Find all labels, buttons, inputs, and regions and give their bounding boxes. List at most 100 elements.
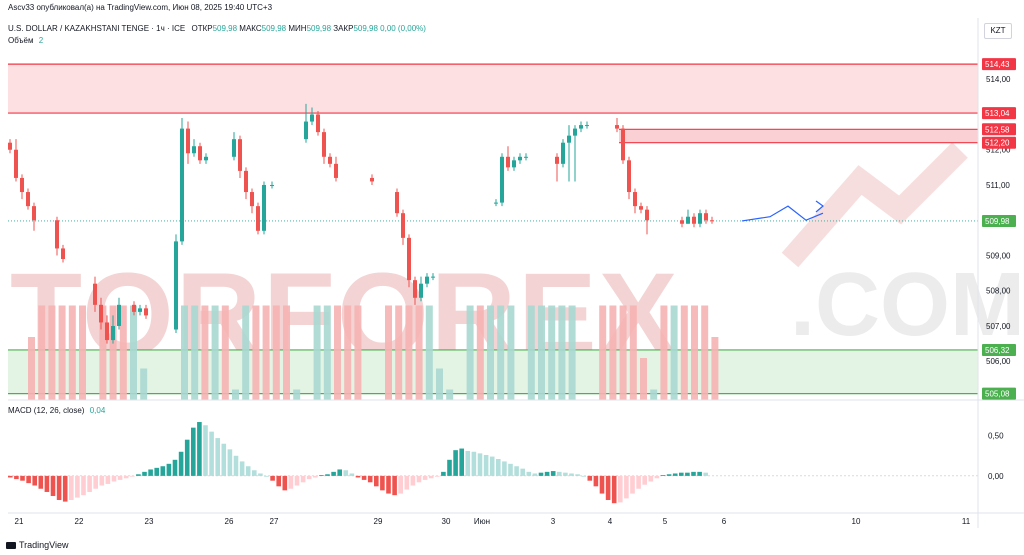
x-tick-label: 22 — [75, 517, 84, 526]
macd-bar — [87, 475, 92, 492]
volume-bar — [599, 305, 607, 400]
macd-bar — [575, 474, 580, 476]
symbol-title[interactable]: U.S. DOLLAR / KAZAKHSTANI TENGE · 1ч · I… — [8, 24, 426, 33]
macd-bar — [697, 471, 702, 476]
macd-bar — [538, 472, 544, 476]
candle-body — [14, 149, 18, 178]
volume-bar — [711, 337, 719, 400]
ohlc-high-label: МАКС — [239, 24, 262, 33]
volume-bar — [680, 305, 688, 400]
macd-bar — [38, 475, 44, 489]
volume-bar — [354, 305, 362, 400]
level-tag-label: 514,43 — [985, 60, 1010, 69]
y-tick-label: 511,00 — [986, 181, 1010, 190]
level-tag-label: 512,20 — [985, 139, 1010, 148]
candle-body — [316, 114, 320, 133]
candle-body — [99, 304, 103, 323]
macd-bar — [392, 475, 397, 496]
candle-body — [401, 213, 405, 238]
volume-bar — [242, 305, 250, 400]
volume-bar — [181, 305, 188, 400]
volume-bar — [415, 305, 423, 400]
resistance-zone-small — [619, 129, 978, 143]
macd-legend[interactable]: MACD (12, 26, close) 0,04 — [8, 406, 105, 415]
candle-body — [425, 276, 429, 284]
macd-bar — [380, 475, 385, 491]
macd-bar — [99, 475, 105, 486]
level-tag-label: 513,04 — [985, 109, 1010, 118]
macd-bar — [294, 475, 300, 486]
candle-body — [322, 132, 326, 157]
volume-bar — [395, 305, 403, 400]
macd-bar — [544, 471, 550, 476]
volume-bar — [262, 305, 270, 400]
ohlc-low-label: МИН — [288, 24, 307, 33]
volume-bar — [344, 305, 352, 400]
ohlc-open-label: ОТКР — [191, 24, 213, 33]
candle-body — [573, 128, 577, 136]
forecast-arrowhead — [815, 200, 824, 213]
volume-bar — [323, 305, 331, 400]
volume-bar — [466, 305, 474, 400]
macd-bar — [203, 425, 208, 476]
volume-bar — [283, 305, 290, 400]
resistance-zone-top — [8, 64, 978, 114]
y-tick-label: 506,00 — [986, 357, 1011, 366]
volume-bar — [425, 305, 433, 400]
candle-body — [555, 156, 559, 164]
currency-label[interactable]: KZT — [984, 23, 1012, 39]
candle-body — [144, 308, 148, 316]
macd-bar — [447, 459, 452, 476]
macd-bar — [93, 475, 98, 489]
volume-bar — [119, 305, 127, 400]
macd-bar — [355, 475, 361, 478]
candle-body — [627, 160, 631, 193]
macd-bar — [276, 475, 281, 487]
macd-bar — [642, 475, 647, 485]
macd-bar — [142, 471, 147, 476]
candle-body — [117, 304, 121, 326]
macd-bar — [386, 475, 391, 494]
level-tag-label: 506,32 — [985, 346, 1010, 355]
volume-bar — [109, 305, 117, 400]
macd-label: MACD (12, 26, close) — [8, 406, 85, 415]
tradingview-logo-icon — [6, 541, 16, 549]
x-tick-label: 29 — [374, 517, 383, 526]
macd-bar — [270, 475, 275, 481]
macd-bar — [557, 471, 562, 476]
x-tick-label: 4 — [608, 517, 613, 526]
volume-bar — [507, 305, 515, 400]
volume-bar — [650, 389, 658, 400]
macd-bar — [685, 472, 690, 476]
macd-bar — [624, 475, 629, 499]
macd-bar — [410, 475, 416, 486]
candle-body — [105, 322, 109, 341]
candle-body — [32, 206, 36, 221]
macd-bar — [172, 459, 178, 476]
volume-bar — [293, 389, 301, 400]
macd-bar — [361, 475, 367, 480]
volume-bar — [701, 305, 709, 400]
candle-body — [500, 156, 504, 203]
candle-body — [61, 248, 65, 260]
macd-bar — [502, 461, 507, 476]
macd-bar — [374, 475, 379, 487]
macd-bar — [532, 473, 538, 476]
volume-bar — [497, 305, 505, 400]
candle-body — [198, 146, 202, 161]
macd-bar — [489, 456, 495, 476]
volume-bar — [28, 337, 35, 400]
volume-bar — [670, 305, 678, 400]
macd-bar — [435, 475, 440, 477]
candle-body — [270, 184, 274, 186]
volume-legend[interactable]: Объём 2 — [8, 36, 43, 45]
tradingview-logo[interactable]: TradingView — [6, 540, 69, 550]
candle-body — [579, 125, 583, 129]
macd-bar — [300, 475, 306, 483]
candle-body — [186, 128, 190, 154]
macd-bar — [325, 474, 330, 476]
macd-bar — [258, 473, 263, 476]
macd-bar — [691, 471, 696, 476]
candle-body — [621, 128, 625, 161]
